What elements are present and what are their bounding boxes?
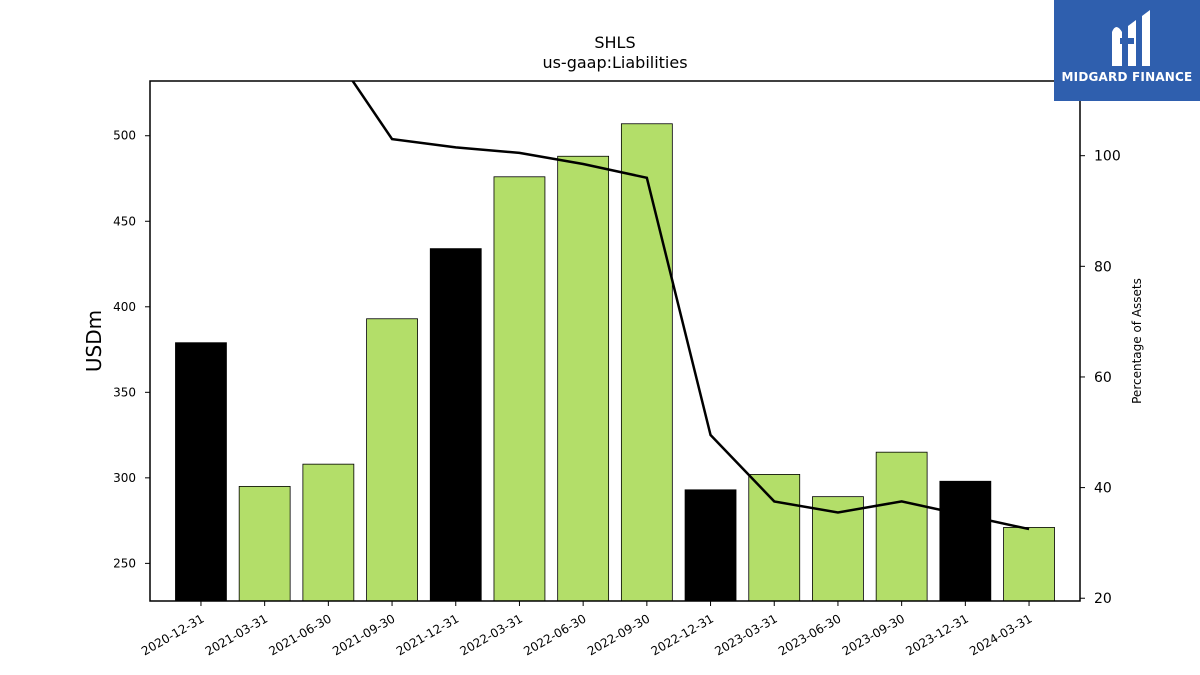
y-tick-label: 300 bbox=[113, 471, 136, 485]
bar-2022-03-31 bbox=[493, 176, 546, 602]
left-axis: 250 300 350 400 450 500 bbox=[113, 129, 150, 570]
chart-title: SHLS bbox=[594, 33, 635, 52]
bar-2023-12-31 bbox=[939, 480, 992, 602]
x-tick-label: 2023-12-31 bbox=[903, 611, 970, 658]
x-tick-label: 2022-06-30 bbox=[521, 611, 588, 658]
x-tick-label: 2024-03-31 bbox=[967, 611, 1034, 658]
bar-2023-03-31 bbox=[748, 474, 801, 602]
y2-tick-label: 100 bbox=[1094, 149, 1121, 165]
x-tick-label: 2022-03-31 bbox=[458, 611, 525, 658]
brand-logo: MIDGARD FINANCE bbox=[1054, 0, 1200, 101]
bar-2023-09-30 bbox=[875, 451, 928, 602]
logo-icon bbox=[1112, 10, 1150, 66]
bar-2024-03-31 bbox=[1003, 527, 1055, 602]
logo-text: MIDGARD FINANCE bbox=[1061, 70, 1193, 84]
chart-subtitle: us-gaap:Liabilities bbox=[542, 53, 687, 72]
bar-2021-09-30 bbox=[366, 318, 418, 602]
x-tick-label: 2023-06-30 bbox=[776, 611, 843, 658]
x-tick-label: 2021-09-30 bbox=[330, 611, 397, 658]
y2-tick-label: 20 bbox=[1094, 591, 1112, 607]
x-tick-label: 2021-12-31 bbox=[394, 611, 461, 658]
y2-tick-label: 80 bbox=[1094, 259, 1112, 275]
bar-2020-12-31 bbox=[175, 342, 227, 602]
x-tick-label: 2023-09-30 bbox=[840, 611, 907, 658]
y-tick-label: 450 bbox=[113, 214, 136, 228]
percentage-line bbox=[351, 81, 1030, 531]
bar-2023-06-30 bbox=[812, 496, 864, 602]
y-tick-label: 350 bbox=[113, 385, 136, 399]
x-tick-label: 2020-12-31 bbox=[139, 611, 206, 658]
y2-tick-label: 60 bbox=[1094, 370, 1112, 386]
x-tick-label: 2021-06-30 bbox=[266, 611, 333, 658]
bar-2021-06-30 bbox=[302, 463, 355, 602]
bar-2021-12-31 bbox=[429, 248, 482, 602]
bar-2022-06-30 bbox=[557, 155, 610, 602]
y2-tick-label: 40 bbox=[1094, 481, 1112, 497]
line-group bbox=[351, 81, 1030, 531]
y2-axis-label: Percentage of Assets bbox=[1130, 278, 1144, 404]
right-axis: 20 40 60 80 100 bbox=[1080, 149, 1121, 607]
y-tick-label: 500 bbox=[113, 129, 136, 143]
bars-group bbox=[175, 123, 1055, 602]
y-tick-label: 250 bbox=[113, 556, 136, 570]
y-axis-label: USDm bbox=[82, 310, 106, 372]
x-tick-label: 2022-09-30 bbox=[585, 611, 652, 658]
bar-2022-12-31 bbox=[684, 489, 737, 602]
y-tick-label: 400 bbox=[113, 300, 136, 314]
x-tick-label: 2021-03-31 bbox=[203, 611, 270, 658]
x-tick-label: 2022-12-31 bbox=[649, 611, 716, 658]
bottom-axis: 2020-12-312021-03-312021-06-302021-09-30… bbox=[139, 601, 1035, 658]
x-tick-label: 2023-03-31 bbox=[712, 611, 779, 658]
bar-2022-09-30 bbox=[620, 123, 673, 602]
plot-frame bbox=[149, 80, 1081, 602]
bar-2021-03-31 bbox=[238, 485, 291, 602]
